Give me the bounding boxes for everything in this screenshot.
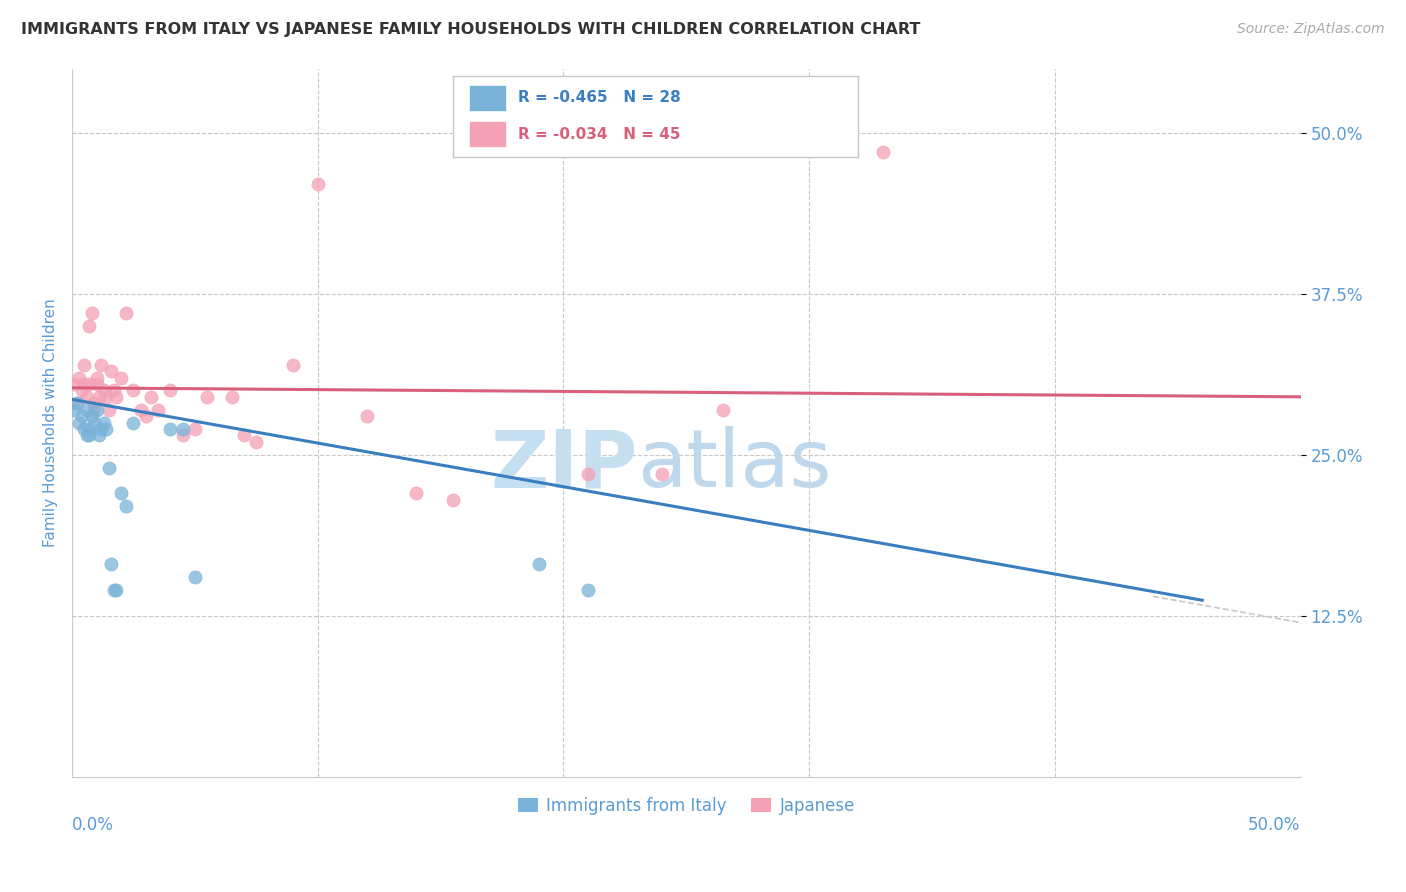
Point xyxy=(73,376,96,391)
Point xyxy=(307,178,329,192)
Point xyxy=(576,582,599,597)
Point xyxy=(146,402,169,417)
Point xyxy=(184,422,207,436)
Point xyxy=(73,358,96,372)
Point xyxy=(115,500,138,514)
Point xyxy=(87,390,110,404)
Point xyxy=(172,428,194,442)
Point xyxy=(129,402,152,417)
Text: Source: ZipAtlas.com: Source: ZipAtlas.com xyxy=(1237,22,1385,37)
Point xyxy=(90,422,112,436)
Y-axis label: Family Households with Children: Family Households with Children xyxy=(44,298,58,547)
Point xyxy=(86,376,108,391)
Point xyxy=(86,370,108,384)
Point xyxy=(576,467,599,481)
Point xyxy=(93,416,115,430)
Point xyxy=(66,396,89,410)
Point xyxy=(67,416,90,430)
Point xyxy=(93,384,115,398)
Point xyxy=(77,428,100,442)
Point xyxy=(356,409,378,424)
Point xyxy=(83,396,105,410)
Point xyxy=(441,492,464,507)
Point xyxy=(135,409,157,424)
Point xyxy=(90,358,112,372)
Point xyxy=(195,390,218,404)
Point xyxy=(67,370,90,384)
Point xyxy=(221,390,243,404)
Point xyxy=(527,558,550,572)
Point xyxy=(159,422,181,436)
Point xyxy=(83,416,105,430)
Point xyxy=(96,390,118,404)
Point xyxy=(97,402,120,417)
Point xyxy=(96,422,118,436)
Point xyxy=(70,384,93,398)
Point xyxy=(83,402,105,417)
Point xyxy=(105,582,128,597)
Point xyxy=(76,390,98,404)
Text: IMMIGRANTS FROM ITALY VS JAPANESE FAMILY HOUSEHOLDS WITH CHILDREN CORRELATION CH: IMMIGRANTS FROM ITALY VS JAPANESE FAMILY… xyxy=(21,22,921,37)
Point xyxy=(77,422,100,436)
Point xyxy=(233,428,256,442)
Point xyxy=(87,428,110,442)
Point xyxy=(651,467,673,481)
Point xyxy=(103,582,125,597)
Point xyxy=(80,409,103,424)
Text: ZIP: ZIP xyxy=(489,426,637,504)
Point xyxy=(63,376,86,391)
Point xyxy=(77,376,100,391)
Text: 50.0%: 50.0% xyxy=(1249,815,1301,833)
Point xyxy=(711,402,734,417)
Point xyxy=(872,145,894,160)
Point xyxy=(122,384,145,398)
Point xyxy=(103,384,125,398)
Point xyxy=(70,409,93,424)
Point xyxy=(110,370,132,384)
Point xyxy=(66,396,89,410)
Point xyxy=(73,422,96,436)
Point xyxy=(405,486,427,500)
Point xyxy=(110,486,132,500)
Point xyxy=(80,306,103,320)
Point xyxy=(184,570,207,584)
Point xyxy=(97,460,120,475)
Text: 0.0%: 0.0% xyxy=(72,815,114,833)
Point xyxy=(281,358,304,372)
Point xyxy=(122,416,145,430)
Point xyxy=(105,390,128,404)
Point xyxy=(77,318,100,333)
Point xyxy=(100,364,122,378)
Point xyxy=(76,402,98,417)
Legend: Immigrants from Italy, Japanese: Immigrants from Italy, Japanese xyxy=(510,790,862,822)
Point xyxy=(172,422,194,436)
Point xyxy=(245,434,267,449)
Point xyxy=(139,390,162,404)
Point xyxy=(115,306,138,320)
Point xyxy=(86,402,108,417)
Point xyxy=(76,428,98,442)
Point xyxy=(159,384,181,398)
Text: atlas: atlas xyxy=(637,426,831,504)
Point xyxy=(100,558,122,572)
Point xyxy=(63,402,86,417)
